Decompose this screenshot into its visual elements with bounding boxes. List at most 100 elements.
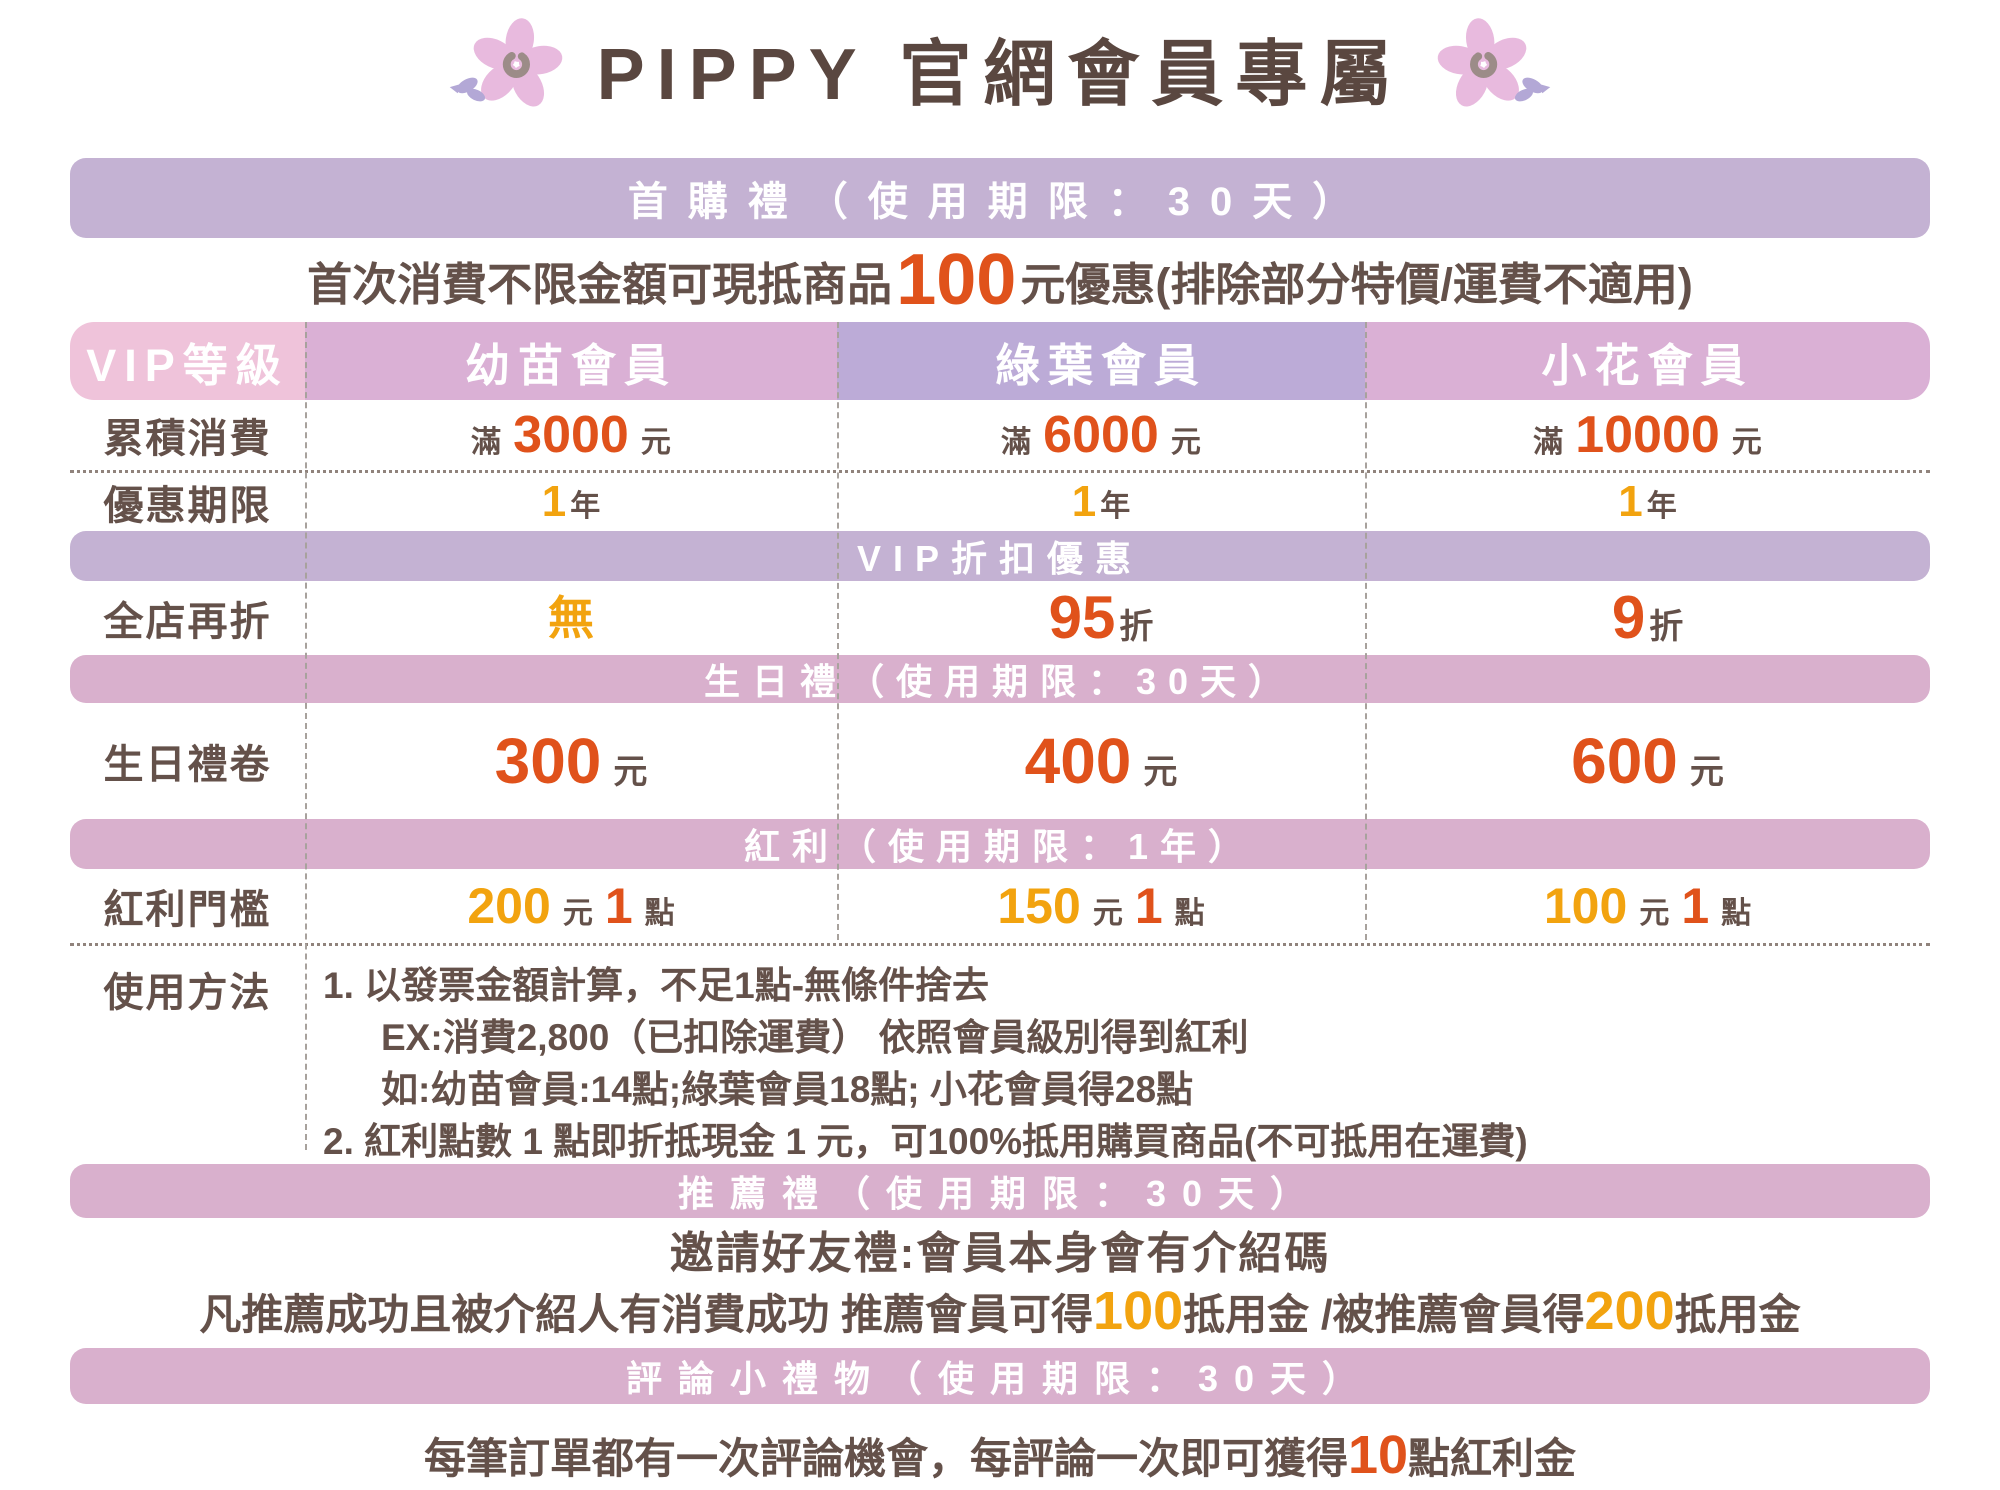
row-label: 優惠期限	[103, 484, 272, 528]
cumulative-greenleaf: 滿 6000 元	[837, 409, 1365, 461]
header-vip-level: VIP等級	[70, 322, 305, 400]
usage-line-4: 2. 紅利點數 1 點即折抵現金 1 元，可100%抵用購買商品(不可抵用在運費…	[323, 1121, 1528, 1162]
amount: 400	[1024, 725, 1132, 797]
suffix: 點	[1174, 896, 1205, 930]
first-purchase-banner: 首購禮（使用期限：30天）	[70, 158, 1930, 238]
amount: 10000	[1575, 406, 1720, 464]
unit: 元	[1092, 896, 1123, 930]
text-part: 每筆訂單都有一次評論機會，每評論一次即可獲得	[423, 1435, 1348, 1482]
first-purchase-description: 首次消費不限金額可現抵商品 100 元優惠(排除部分特價/運費不適用)	[0, 238, 2000, 322]
header-greenleaf-member: 綠葉會員	[837, 322, 1365, 400]
cumulative-flower: 滿 10000 元	[1365, 409, 1930, 461]
sakura-flower-icon	[439, 10, 571, 124]
points: 1	[1134, 877, 1163, 934]
referee-reward-amount: 200	[1584, 1281, 1675, 1341]
amount: 1	[1618, 476, 1643, 526]
sakura-flower-icon	[1429, 10, 1561, 124]
text-part: 點紅利金	[1408, 1435, 1577, 1482]
row-label: 使用方法	[103, 971, 272, 1015]
amount: 1	[1071, 476, 1097, 526]
row-validity-period: 優惠期限 1 年 1 年 1 年	[70, 473, 1930, 531]
amount: 3000	[513, 406, 629, 464]
desc-suffix: 元優惠(排除部分特價/運費不適用)	[1020, 258, 1693, 310]
prefix: 滿	[1533, 426, 1564, 459]
unit: 元	[562, 896, 593, 930]
discount-seedling: 無	[305, 595, 837, 641]
value: 9	[1611, 584, 1646, 651]
discount-flower: 9 折	[1365, 588, 1930, 648]
column-divider	[837, 322, 839, 940]
vip-discount-banner: VIP折扣優惠	[70, 531, 1930, 581]
page-header: PIPPY 官網會員專屬	[0, 0, 2000, 115]
points: 1	[604, 877, 633, 934]
referral-invite-text: 邀請好友禮:會員本身會有介紹碼	[669, 1229, 1331, 1278]
suffix: 元	[1731, 426, 1762, 459]
points: 1	[1681, 877, 1710, 934]
referral-reward-text: 凡推薦成功且被介紹人有消費成功 推薦會員可得 100 抵用金 /被推薦會員得 2…	[0, 1284, 2000, 1344]
usage-line-3: 如:幼苗會員:14點;綠葉會員18點; 小花會員得28點	[381, 1069, 1194, 1110]
prefix: 滿	[1001, 426, 1032, 459]
suffix: 點	[644, 896, 675, 930]
birthday-gift-banner: 生日禮（使用期限：30天）	[70, 655, 1930, 703]
amount: 300	[494, 725, 602, 797]
header-flower-member: 小花會員	[1365, 322, 1930, 400]
row-bonus-threshold: 紅利門檻 200 元 1 點 150 元 1 點 100 元 1 點	[70, 869, 1930, 943]
value: 無	[548, 592, 594, 644]
bonus-banner: 紅利（使用期限：1年）	[70, 819, 1930, 869]
column-divider	[1365, 322, 1367, 940]
prefix: 滿	[471, 426, 502, 459]
row-birthday-coupon: 生日禮卷 300 元 400 元 600 元	[70, 703, 1930, 819]
row-store-discount: 全店再折 無 95 折 9 折	[70, 581, 1930, 655]
cumulative-seedling: 滿 3000 元	[305, 409, 837, 461]
text-part: 抵用金 /被推薦會員得	[1183, 1291, 1585, 1338]
suffix: 元	[1170, 426, 1201, 459]
amount: 6000	[1043, 406, 1159, 464]
suffix: 年	[570, 489, 601, 523]
discount-greenleaf: 95 折	[837, 588, 1365, 648]
page-title: PIPPY 官網會員專屬	[596, 34, 1404, 115]
validity-greenleaf: 1 年	[837, 476, 1365, 526]
suffix: 折	[1649, 608, 1684, 646]
row-separator	[70, 943, 1930, 946]
suffix: 年	[1646, 489, 1677, 523]
row-label: 累積消費	[103, 417, 272, 461]
referrer-reward-amount: 100	[1093, 1281, 1184, 1341]
suffix: 元	[1143, 753, 1178, 791]
suffix: 元	[1689, 753, 1724, 791]
table-header-row: VIP等級 幼苗會員 綠葉會員 小花會員	[70, 322, 1930, 400]
row-usage-method: 使用方法 1. 以發票金額計算，不足1點-無條件捨去 EX:消費2,800（已扣…	[70, 946, 1930, 1162]
row-cumulative-spending: 累積消費 滿 3000 元 滿 6000 元 滿 10000 元	[70, 400, 1930, 470]
threshold-greenleaf: 150 元 1 點	[837, 881, 1365, 932]
referral-gift-banner: 推薦禮（使用期限：30天）	[70, 1164, 1930, 1218]
text-part: 抵用金	[1674, 1291, 1801, 1338]
value: 95	[1048, 584, 1116, 651]
row-label: 紅利門檻	[103, 888, 272, 932]
vip-tier-table: VIP等級 幼苗會員 綠葉會員 小花會員 累積消費 滿 3000 元 滿 600…	[70, 322, 1930, 1162]
validity-flower: 1 年	[1365, 476, 1930, 526]
desc-amount: 100	[896, 240, 1017, 320]
birthday-seedling: 300 元	[305, 729, 837, 793]
row-label: 全店再折	[103, 600, 272, 644]
usage-line-1: 1. 以發票金額計算，不足1點-無條件捨去	[323, 965, 990, 1006]
row-separator	[70, 470, 1930, 473]
suffix: 年	[1100, 489, 1131, 523]
birthday-greenleaf: 400 元	[837, 729, 1365, 793]
desc-prefix: 首次消費不限金額可現抵商品	[307, 258, 893, 310]
row-label: 生日禮卷	[103, 743, 272, 787]
amount: 600	[1571, 725, 1678, 797]
review-reward-text: 每筆訂單都有一次評論機會，每評論一次即可獲得 10 點紅利金	[0, 1428, 2000, 1487]
amount: 1	[541, 476, 567, 526]
threshold-flower: 100 元 1 點	[1365, 881, 1930, 932]
birthday-flower: 600 元	[1365, 729, 1930, 793]
text-part: 凡推薦成功且被介紹人有消費成功 推薦會員可得	[199, 1291, 1094, 1338]
validity-seedling: 1 年	[305, 476, 837, 526]
header-seedling-member: 幼苗會員	[305, 322, 837, 400]
suffix: 折	[1119, 608, 1154, 646]
amount: 150	[997, 877, 1081, 934]
suffix: 點	[1721, 896, 1752, 930]
unit: 元	[1639, 896, 1670, 930]
usage-instructions: 1. 以發票金額計算，不足1點-無條件捨去 EX:消費2,800（已扣除運費） …	[323, 960, 1528, 1168]
suffix: 元	[640, 426, 671, 459]
usage-line-2: EX:消費2,800（已扣除運費） 依照會員級別得到紅利	[381, 1017, 1249, 1058]
